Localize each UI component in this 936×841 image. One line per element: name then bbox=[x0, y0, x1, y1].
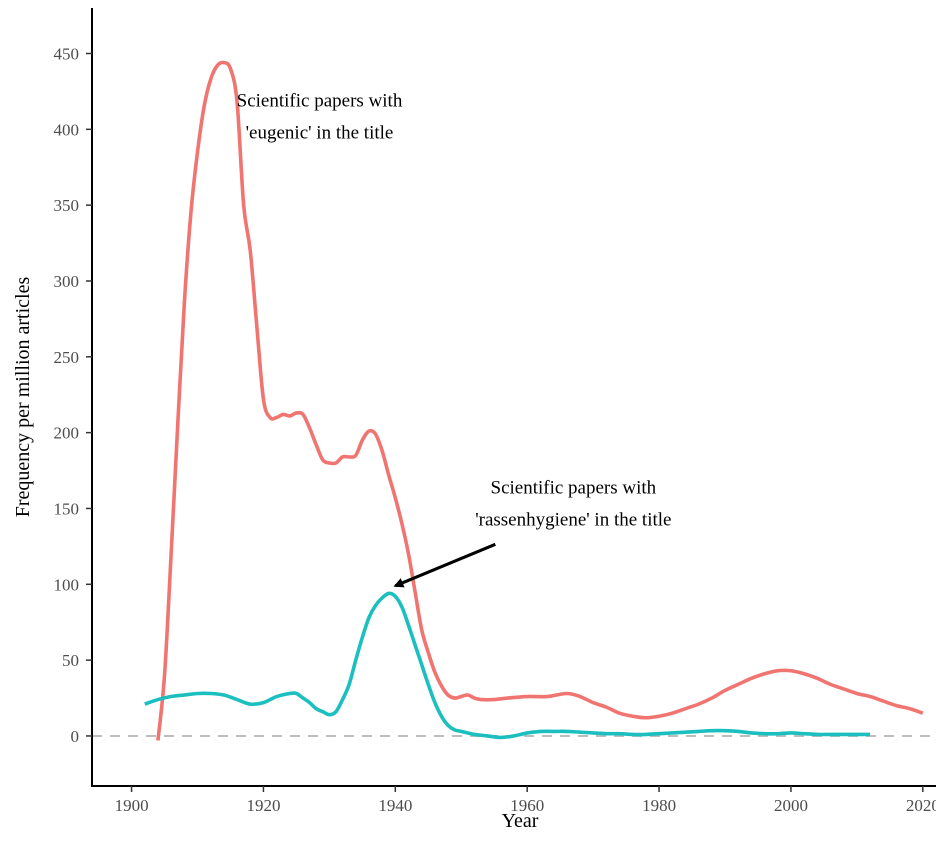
series-line-1 bbox=[156, 60, 924, 741]
y-tick-label: 0 bbox=[71, 727, 80, 746]
x-tick-label: 1920 bbox=[246, 796, 280, 815]
x-tick-label: 2000 bbox=[774, 796, 808, 815]
y-tick-label: 150 bbox=[54, 499, 80, 518]
y-tick-label: 250 bbox=[54, 348, 80, 367]
annotation-1: Scientific papers with 'eugenic' in the t… bbox=[237, 91, 403, 144]
y-tick-label: 350 bbox=[54, 196, 80, 215]
x-tick-label: 1960 bbox=[510, 796, 544, 815]
annotation-text: 'rassenhygiene' in the title bbox=[475, 509, 671, 530]
axes: 1900 1920 1940 1960 1980 2000 2020 0 50 100 150 200… bbox=[54, 8, 936, 815]
y-tick-label: 300 bbox=[54, 272, 80, 291]
y-tick-label: 200 bbox=[54, 424, 80, 443]
annotation-text: Scientific papers with bbox=[237, 91, 403, 112]
y-tick-label: 400 bbox=[54, 120, 80, 139]
y-tick-label: 450 bbox=[54, 44, 80, 63]
y-tick-label: 50 bbox=[62, 651, 79, 670]
x-axis-title: Year bbox=[502, 810, 539, 832]
plot-area: Scientific papers with 'eugenic' in the t… bbox=[92, 60, 936, 741]
x-tick-label: 2020 bbox=[906, 796, 936, 815]
annotation-arrow bbox=[393, 542, 496, 588]
annotation-text: 'eugenic' in the title bbox=[246, 123, 394, 144]
x-tick-label: 1940 bbox=[378, 796, 412, 815]
y-axis-title: Frequency per million articles bbox=[12, 277, 34, 518]
x-tick-label: 1900 bbox=[115, 796, 149, 815]
x-tick-label: 1980 bbox=[642, 796, 676, 815]
annotation-text: Scientific papers with bbox=[491, 477, 657, 498]
y-tick-label: 100 bbox=[54, 575, 80, 594]
annotation-2: Scientific papers with 'rassenhygiene' in… bbox=[393, 477, 671, 588]
series-line-2 bbox=[144, 591, 871, 740]
